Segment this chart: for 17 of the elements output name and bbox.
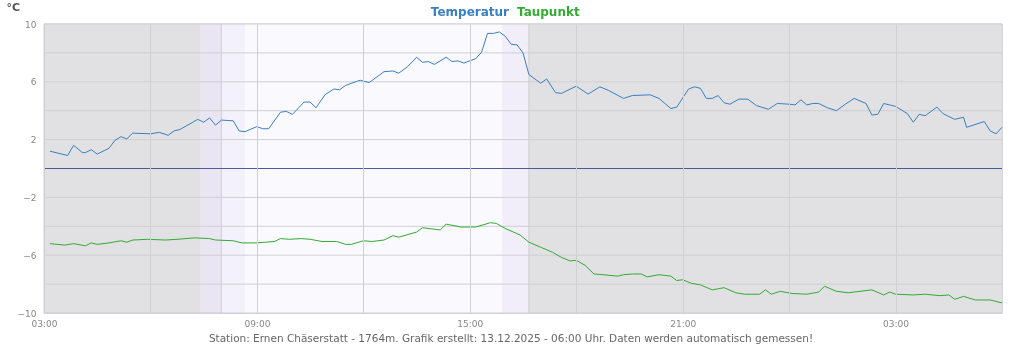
line-series <box>49 31 1003 156</box>
text: Station: Ernen Chäserstatt - 1764m. Grafik erstellt: 13.12.2025 - 06:00 Uhr. Daten werden automatisch gemessen! <box>208 332 814 344</box>
x-tick-label: 15:00 <box>457 318 484 329</box>
x-tick-label: 03:00 <box>31 318 58 329</box>
y-tick-label: −10 <box>17 308 37 319</box>
text: Taupunkt <box>517 5 580 19</box>
y-tick-label: 2 <box>30 135 37 146</box>
y-tick-label: −6 <box>23 250 37 261</box>
y-tick-label: −2 <box>23 192 37 203</box>
x-tick-label: 21:00 <box>670 318 697 329</box>
x-tick-label: 03:00 <box>883 318 910 329</box>
line-series <box>49 222 1003 304</box>
series-label: Temperatur <box>430 5 510 19</box>
x-tick-label: 09:00 <box>244 318 271 329</box>
y-axis-title: °C <box>6 0 21 14</box>
y-tick-label: 6 <box>30 77 37 88</box>
y-tick-label: 10 <box>25 19 37 30</box>
